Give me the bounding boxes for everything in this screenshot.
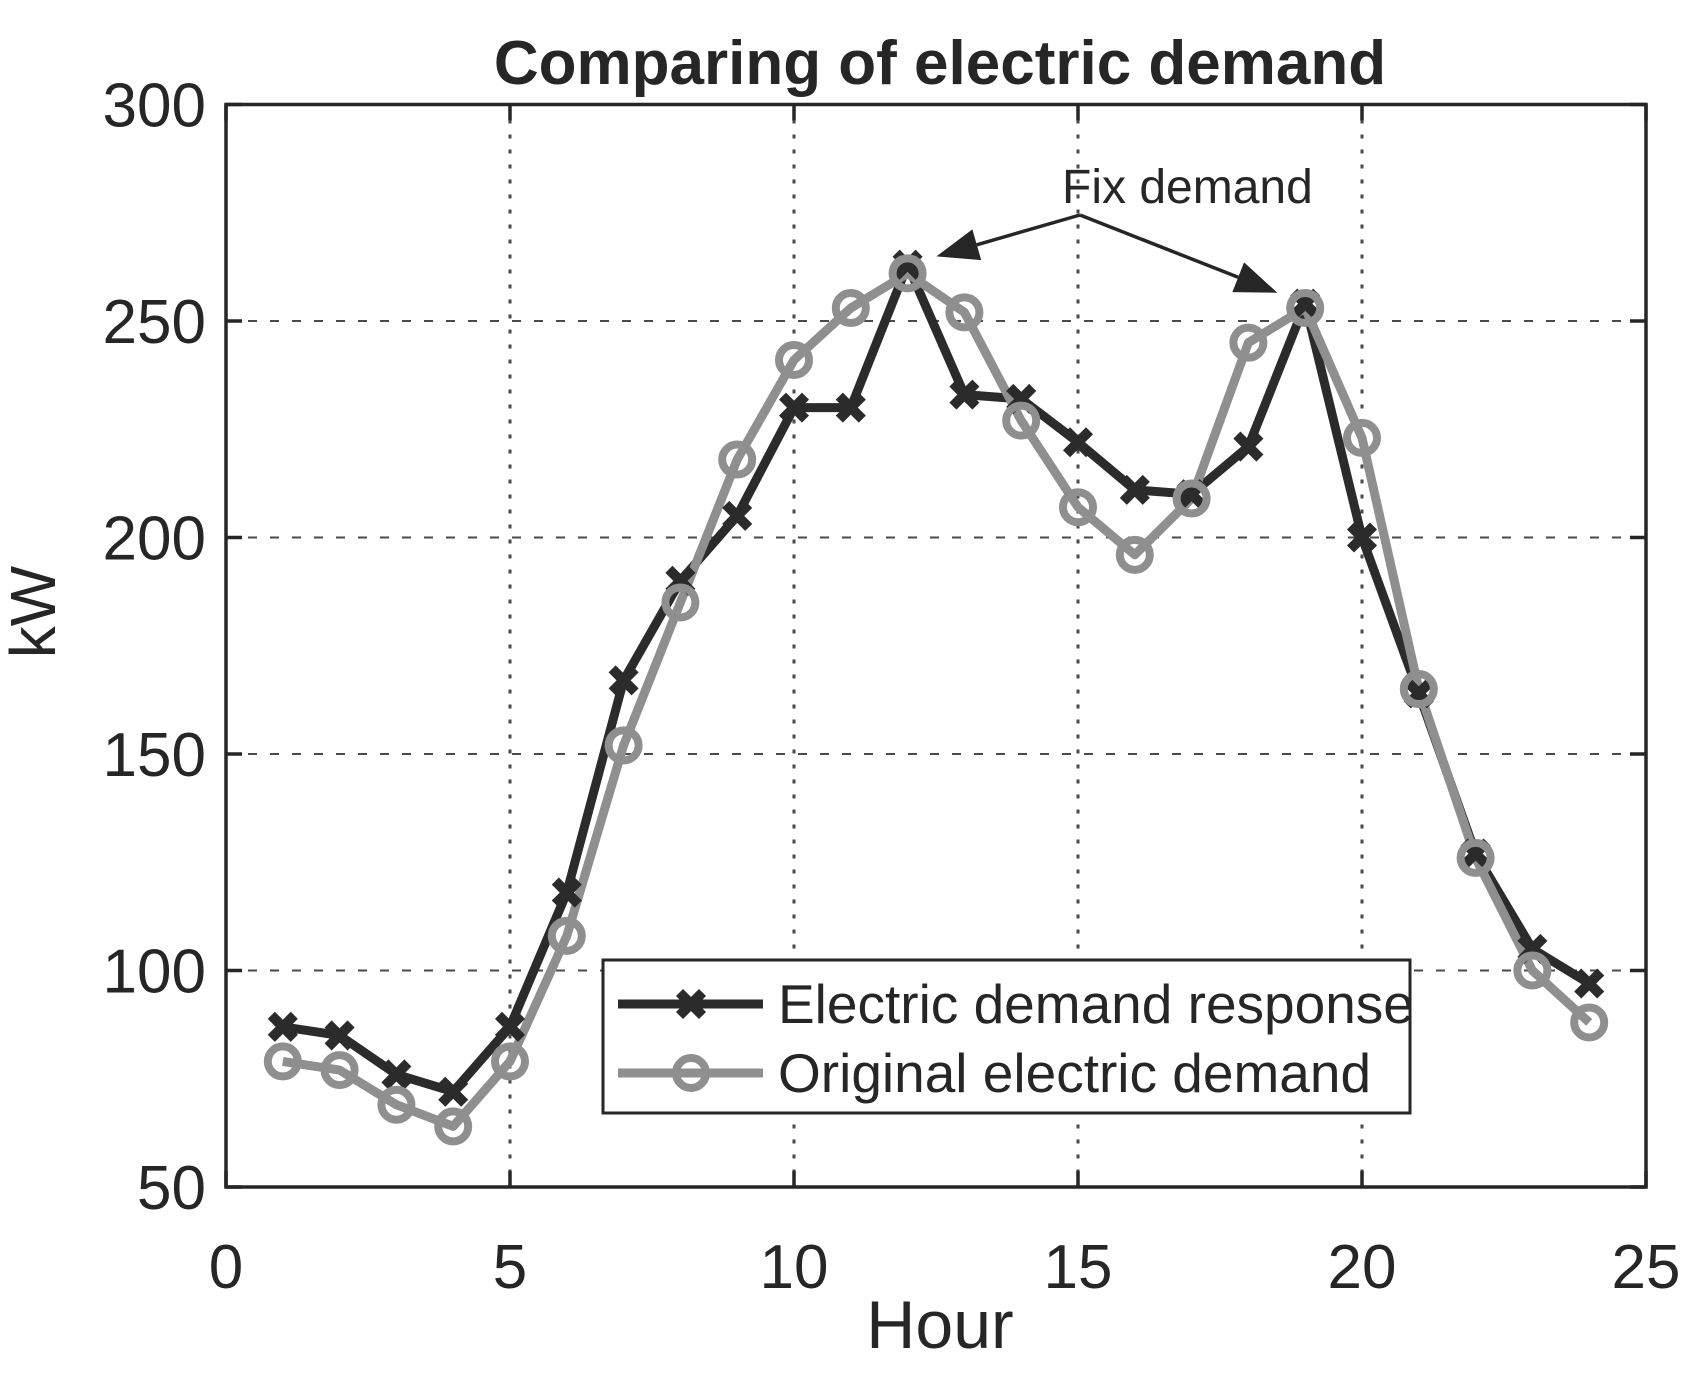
x-tick-label: 5 [493, 1233, 527, 1302]
y-tick-label: 300 [103, 72, 206, 141]
x-marker [1346, 522, 1378, 553]
circle-marker [1059, 488, 1097, 527]
circle-marker [434, 1107, 473, 1146]
circle-marker [1286, 289, 1325, 328]
circle-marker [945, 293, 984, 332]
annotation-arrow-line [1079, 213, 1239, 279]
circle-marker [888, 254, 927, 293]
circle-marker [320, 1051, 359, 1090]
y-tick-label: 100 [103, 938, 206, 1007]
x-marker [1062, 427, 1094, 458]
x-marker [675, 988, 707, 1020]
legend-entry-label: Electric demand response [778, 973, 1414, 1035]
chart-title: Comparing of electric demand [494, 29, 1386, 98]
legend-entry-label: Original electric demand [778, 1042, 1371, 1104]
y-tick-label: 50 [137, 1154, 206, 1223]
x-marker [1233, 431, 1264, 462]
x-axis-label: Hour [866, 1287, 1013, 1363]
legend-box [601, 958, 1412, 1115]
x-marker [835, 392, 866, 423]
circle-marker [1513, 951, 1552, 990]
x-tick-label: 0 [209, 1233, 243, 1302]
annotation-arrowhead [1232, 262, 1278, 293]
y-axis-label: kW [0, 565, 69, 658]
circle-marker [1229, 323, 1268, 362]
circle-marker [661, 583, 700, 622]
x-marker [551, 877, 582, 908]
circle-marker [604, 726, 643, 765]
circle-marker [1456, 838, 1495, 877]
x-tick-label: 25 [1612, 1233, 1681, 1302]
circle-marker [1172, 479, 1211, 518]
x-marker [494, 1011, 526, 1042]
x-marker [324, 1020, 355, 1051]
circle-marker [377, 1085, 416, 1124]
x-marker [381, 1059, 412, 1090]
circle-marker [775, 340, 813, 379]
x-marker [722, 500, 753, 531]
x-marker [1574, 968, 1605, 999]
x-marker [608, 665, 639, 696]
annotation-arrow-line [976, 213, 1081, 247]
annotation-arrowhead [936, 229, 982, 261]
x-marker [949, 379, 980, 410]
fix-demand-annotation-label: Fix demand [1062, 161, 1313, 214]
x-tick-label: 20 [1328, 1233, 1397, 1302]
circle-marker [547, 916, 586, 955]
circle-marker [491, 1042, 529, 1081]
plot-box [224, 102, 1648, 1189]
y-tick-label: 200 [103, 505, 206, 574]
y-tick-label: 250 [103, 288, 206, 357]
circle-marker [672, 1054, 710, 1092]
x-tick-label: 10 [760, 1233, 829, 1302]
circle-marker [1115, 535, 1154, 574]
y-tick-label: 150 [103, 721, 206, 790]
circle-marker [1002, 401, 1041, 440]
circle-marker [718, 440, 757, 479]
circle-marker [1343, 418, 1381, 457]
x-tick-label: 15 [1044, 1233, 1113, 1302]
x-marker [778, 392, 810, 423]
x-marker [267, 1011, 298, 1042]
circle-marker [1399, 670, 1438, 709]
x-marker [1119, 474, 1150, 505]
circle-marker [263, 1042, 302, 1081]
x-marker [438, 1076, 469, 1107]
circle-marker [831, 289, 870, 328]
circle-marker [1570, 1003, 1609, 1042]
